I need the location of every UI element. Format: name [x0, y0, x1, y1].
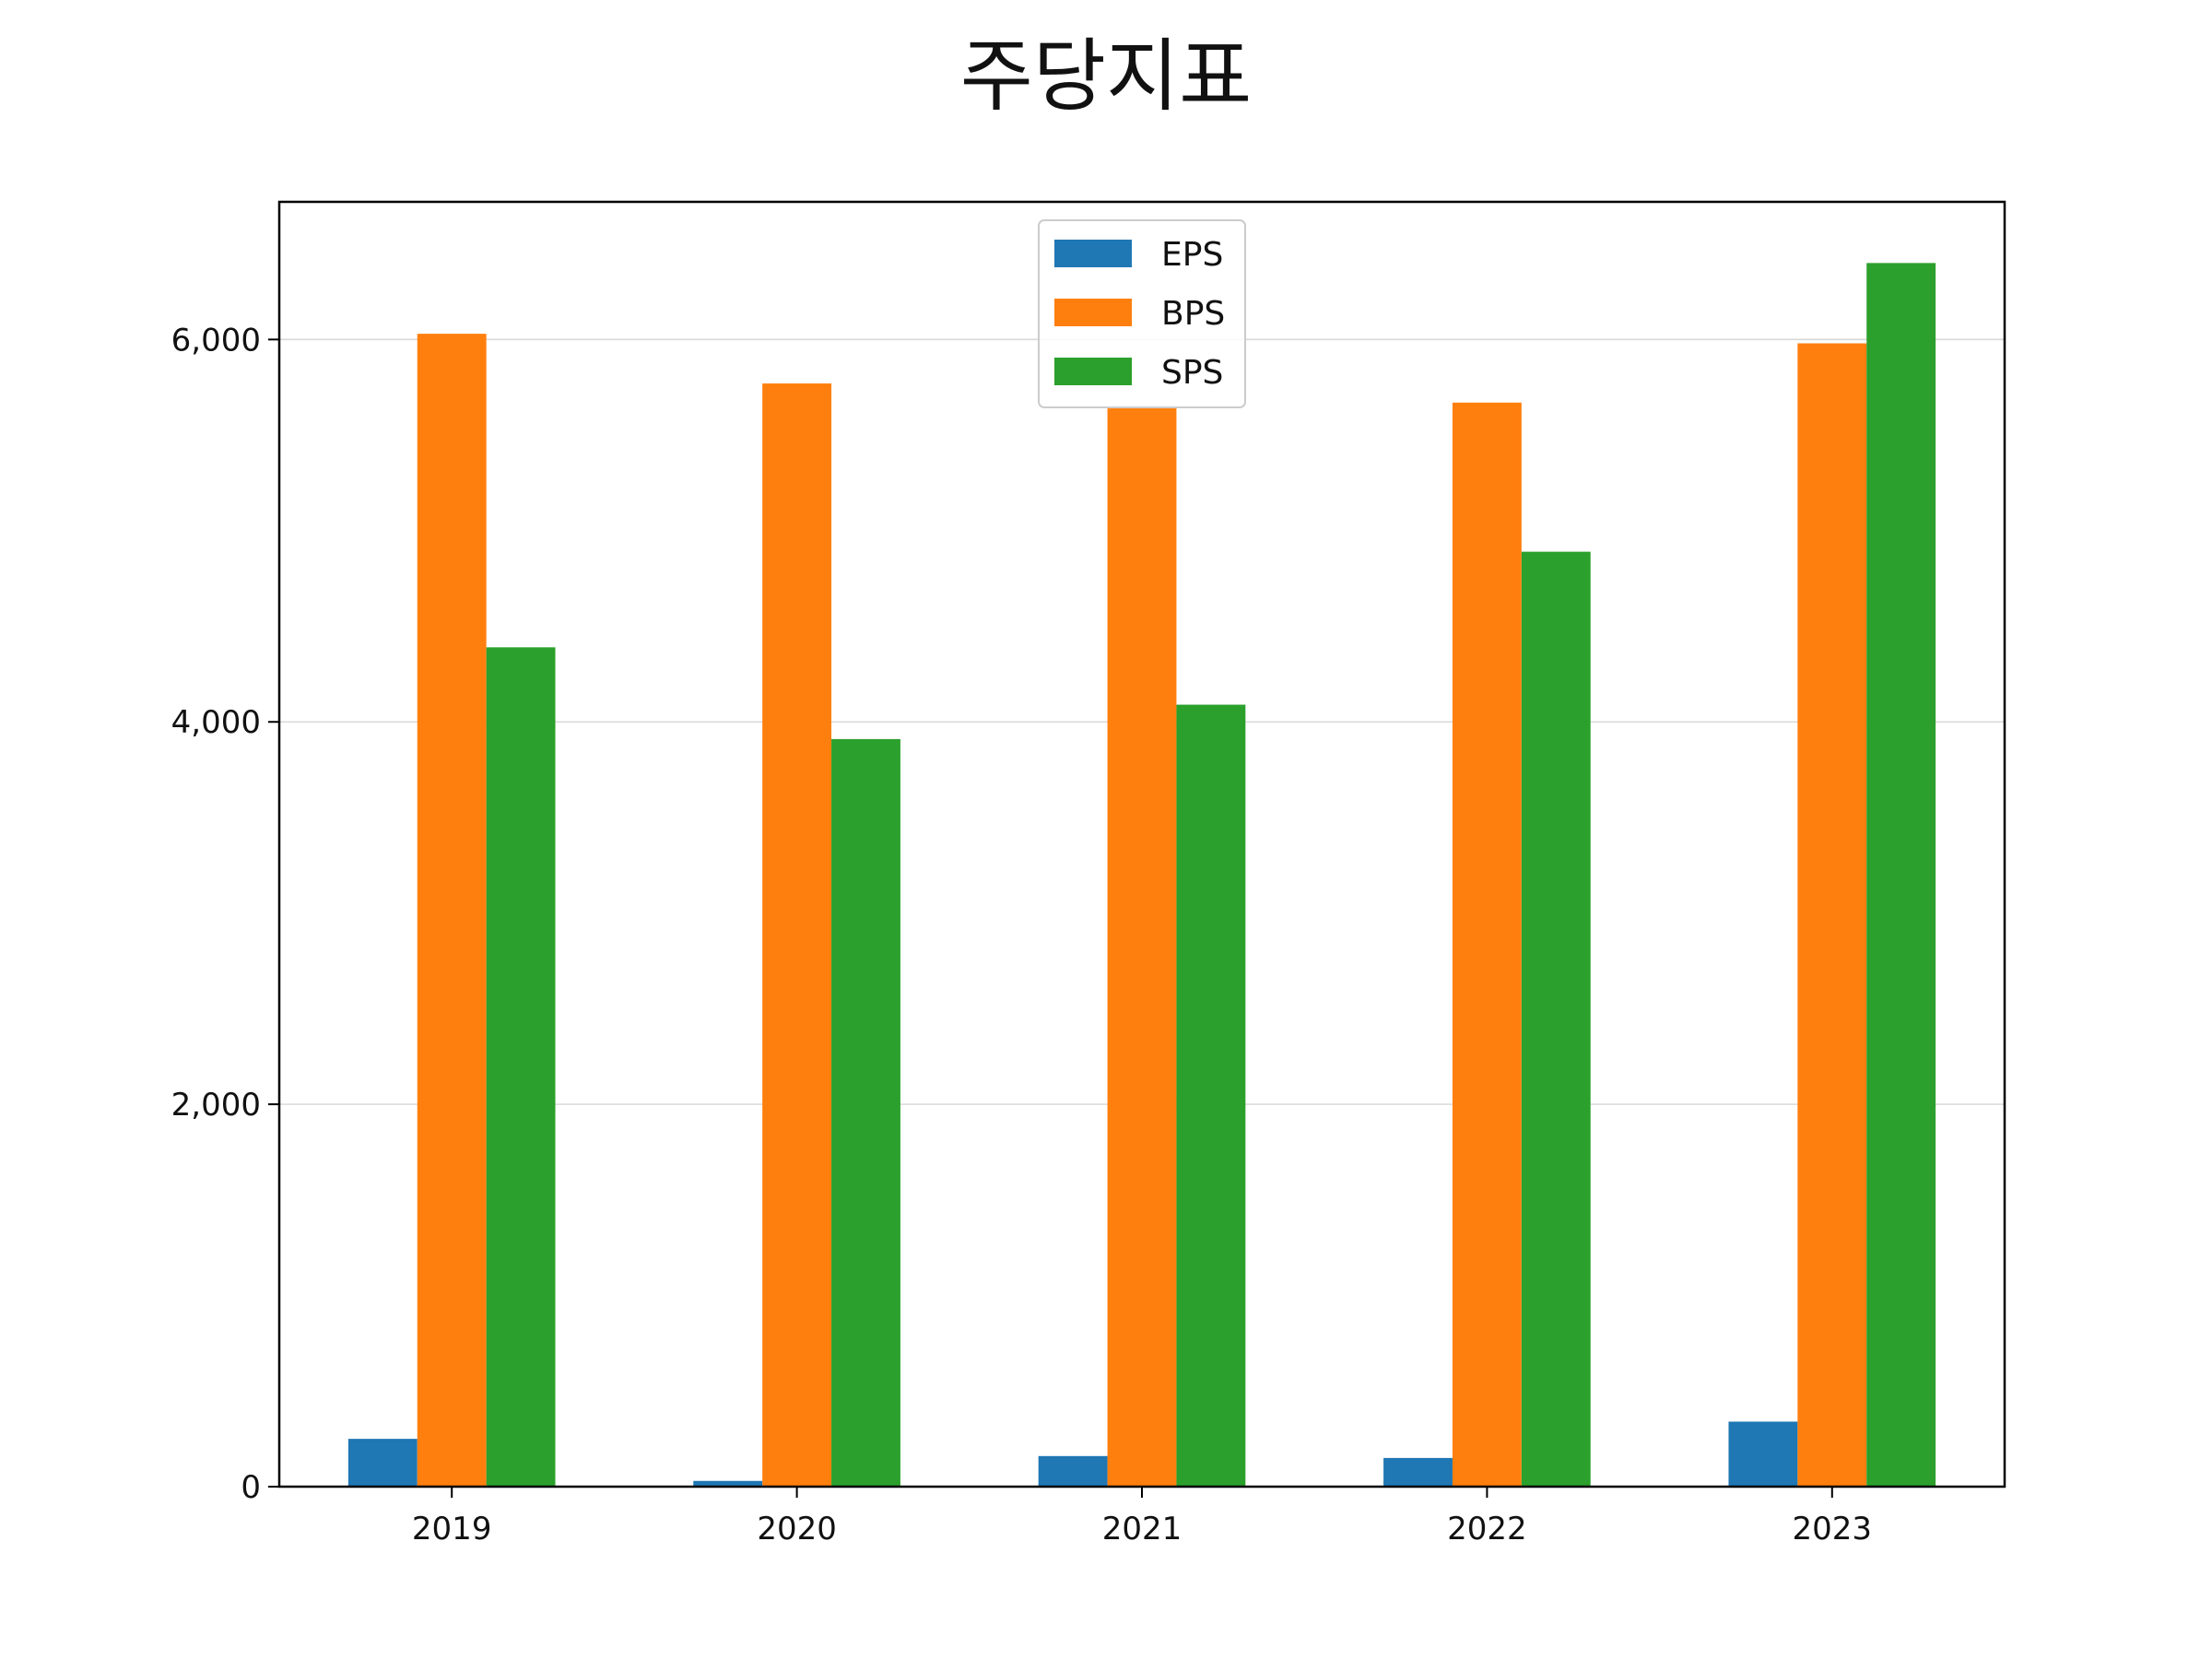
chart-title: 주당지표 — [959, 30, 1253, 123]
bar-bps-2019 — [417, 334, 487, 1488]
legend-label-bps: BPS — [1161, 295, 1225, 333]
bar-eps-2022 — [1383, 1457, 1453, 1487]
axes: 0 2,000 4,000 6,000 2019 2020 2021 2022 2023 — [171, 200, 2006, 1547]
bar-eps-2023 — [1728, 1421, 1798, 1487]
legend: EPS BPS SPS — [1038, 219, 1246, 408]
x-tick-label: 2022 — [1447, 1511, 1527, 1547]
legend-swatch-sps — [1054, 358, 1132, 385]
bar-sps-2020 — [831, 738, 900, 1487]
y-tick-label: 4,000 — [171, 704, 261, 741]
plot-frame — [277, 200, 2006, 1488]
legend-swatch-bps — [1054, 299, 1132, 326]
bar-eps-2021 — [1038, 1455, 1108, 1487]
bar-eps-2019 — [347, 1439, 418, 1487]
legend-swatch-eps — [1054, 240, 1132, 267]
bar-bps-2020 — [762, 383, 832, 1487]
y-tick-label: 2,000 — [171, 1087, 261, 1124]
legend-label-eps: EPS — [1161, 236, 1223, 274]
x-tick-label: 2021 — [1102, 1511, 1182, 1547]
bars — [347, 263, 1936, 1488]
bar-bps-2022 — [1452, 402, 1522, 1487]
x-tick-label: 2019 — [412, 1511, 492, 1547]
bar-sps-2021 — [1176, 704, 1246, 1487]
bar-sps-2019 — [486, 647, 556, 1487]
y-tick-label: 0 — [241, 1469, 261, 1506]
bar-bps-2021 — [1107, 408, 1177, 1488]
legend-label-sps: SPS — [1161, 354, 1223, 392]
bar-sps-2022 — [1521, 551, 1591, 1487]
bar-eps-2020 — [693, 1480, 763, 1487]
bar-sps-2023 — [1866, 263, 1936, 1487]
bar-bps-2023 — [1797, 343, 1867, 1487]
x-tick-label: 2023 — [1793, 1511, 1873, 1547]
y-tick-label: 6,000 — [171, 322, 261, 359]
x-tick-label: 2020 — [757, 1511, 837, 1547]
